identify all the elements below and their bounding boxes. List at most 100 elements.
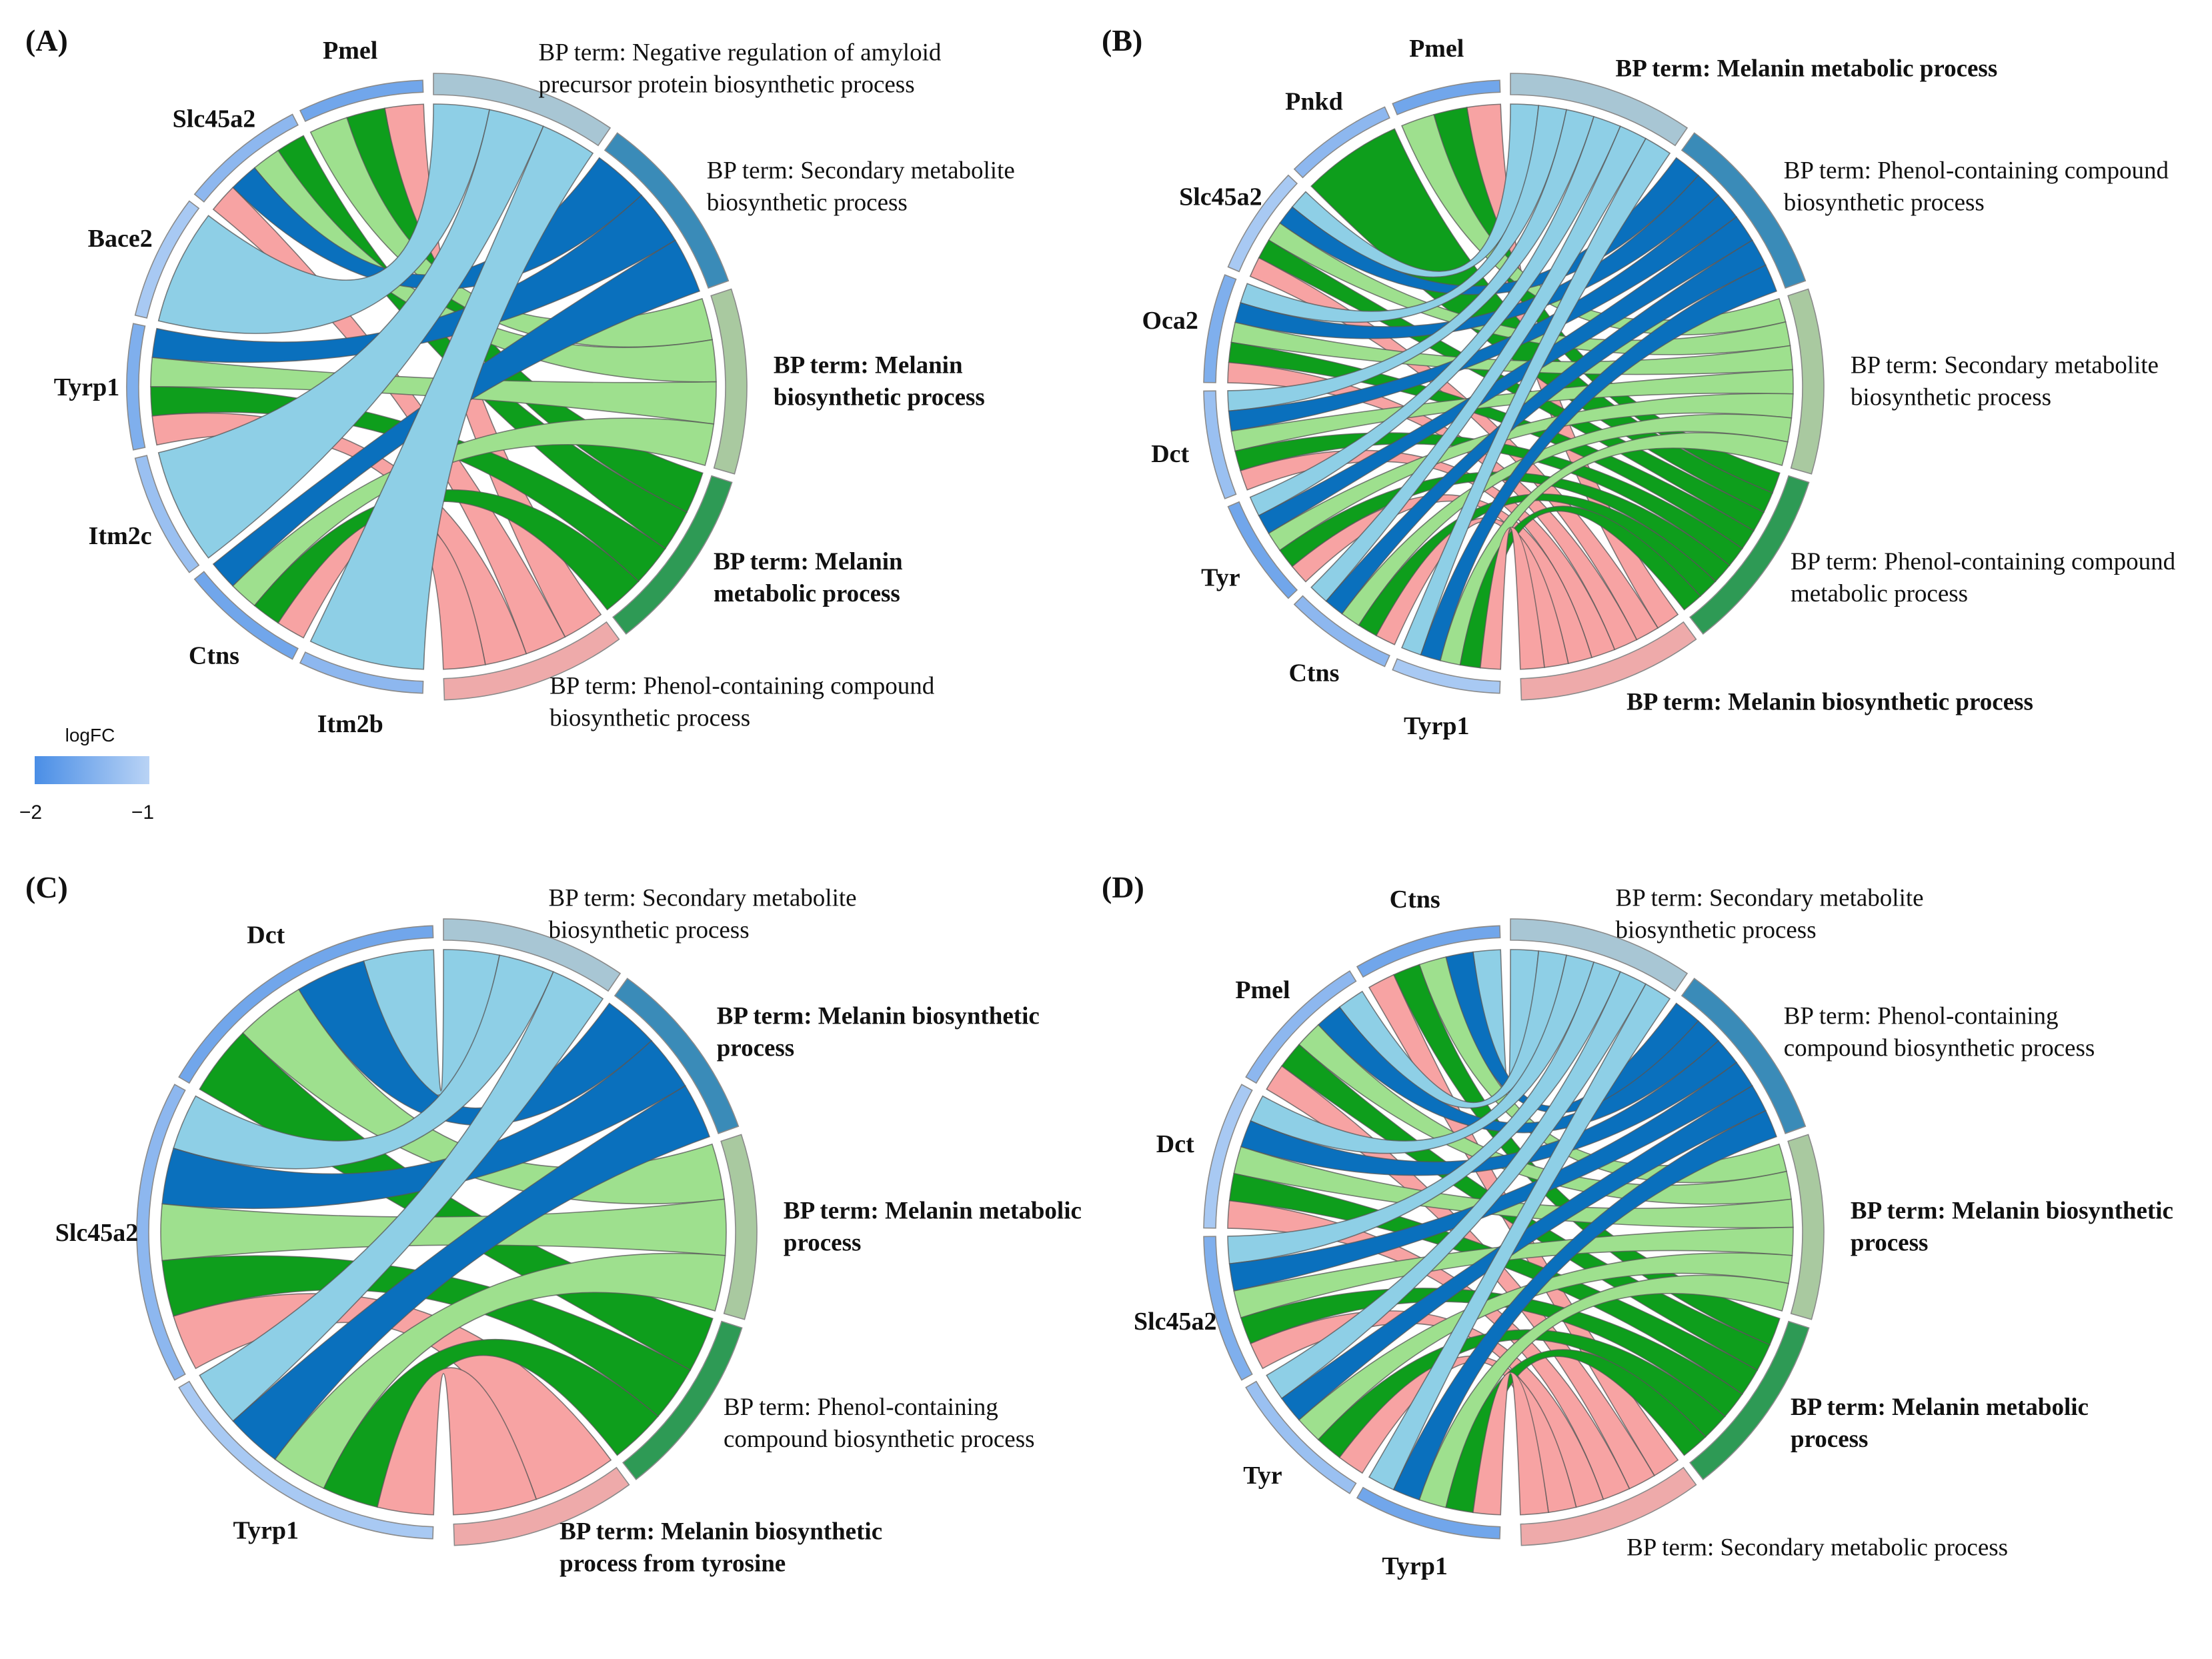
term-arc-3 [1787, 1134, 1825, 1320]
gene-arc-tyrp1 [1392, 658, 1501, 694]
gene-arc-ctns [193, 571, 299, 660]
gene-label-dct: Dct [247, 921, 285, 949]
gene-arc-dct [1203, 1084, 1253, 1229]
panel-d-chord-diagram: (D) Ctns Pmel Dct Slc45a2 Tyr Tyrp1 BP term: S… [1102, 870, 2173, 1580]
gene-arc-itm2c [134, 455, 200, 573]
chord-tyrp1-term-3 [1439, 432, 1789, 666]
chord-itm2b-term-1 [309, 125, 594, 670]
term-label-4: BP term: Phenol-containing compound biosy… [724, 1394, 1035, 1453]
chord-ctns-term-3 [1341, 413, 1793, 626]
chord-dct-term-1 [1250, 954, 1595, 1154]
chord-tyrp1-term-4 [323, 1338, 659, 1508]
gene-label-slc45a2: Slc45a2 [1179, 183, 1262, 211]
legend-min-label: −2 [19, 801, 42, 823]
gene-arc-itm2b [299, 651, 424, 694]
chord-slc45a2-term-2 [1228, 1062, 1753, 1292]
term-arc-1 [1510, 918, 1689, 992]
chord-tyr-term-5 [1291, 494, 1592, 664]
gene-label-pmel: Pmel [1235, 976, 1290, 1004]
chord-dct-term-3 [1233, 1146, 1794, 1228]
gene-label-dct: Dct [1151, 440, 1189, 468]
chord-tyrp1-term-2 [1392, 1110, 1778, 1501]
term-label-2: BP term: Phenol-containing compound biosy… [1784, 157, 2169, 217]
term-label-4: BP term: Melanin metabolic process [1791, 1394, 2089, 1453]
gene-arc-pnkd [1293, 106, 1390, 179]
gene-label-pmel: Pmel [323, 37, 377, 65]
gene-label-dct: Dct [1156, 1130, 1194, 1158]
chord-ribbons [150, 103, 717, 670]
term-label-1: BP term: Secondary metabolite biosyntheti… [549, 884, 857, 944]
term-label-5: BP term: Melanin biosynthetic process fro… [560, 1518, 882, 1577]
term-label-1: BP term: Negative regulation of amyloid p… [539, 39, 942, 98]
chord-tyr-term-1 [1249, 115, 1621, 517]
gene-label-slc45a2: Slc45a2 [55, 1219, 139, 1247]
chord-tyrp1-term-1 [1368, 983, 1671, 1491]
chord-tyrp1-term-5 [151, 412, 527, 665]
gene-label-slc45a2: Slc45a2 [1134, 1308, 1217, 1336]
chord-ctns-term-1 [1310, 125, 1647, 602]
chord-tyrp1-term-4 [1459, 505, 1701, 669]
gene-label-ctns: Ctns [1288, 659, 1339, 687]
gene-arc-slc45a2 [1203, 1236, 1253, 1381]
chord-tyrp1-term-5 [1472, 1372, 1549, 1516]
gene-label-tyr: Tyr [1243, 1462, 1282, 1490]
gene-label-tyrp1: Tyrp1 [1404, 712, 1470, 740]
chord-tyrp1-term-3 [1418, 1274, 1789, 1508]
chord-slc45a2-term-1 [1291, 103, 1540, 278]
gene-label-ctns: Ctns [1390, 886, 1440, 914]
legend-color-bar [35, 756, 149, 784]
term-arc-5 [1520, 1466, 1697, 1546]
gene-arc-tyrp1 [1356, 1486, 1501, 1540]
legend-title: logFC [65, 725, 115, 745]
chord-slc45a2-term-3 [1233, 1226, 1794, 1319]
term-arc-4 [1689, 475, 1810, 635]
chord-ribbons [1227, 949, 1794, 1516]
term-label-3: BP term: Melanin metabolic process [784, 1197, 1082, 1256]
chord-tyrp1-term-5 [376, 1367, 537, 1516]
term-arc-5 [1520, 621, 1697, 701]
gene-label-itm2b: Itm2b [317, 710, 383, 738]
chord-slc45a2-term-1 [1227, 961, 1621, 1265]
gene-label-slc45a2: Slc45a2 [173, 105, 256, 133]
chord-slc45a2-term-4 [1240, 1288, 1743, 1418]
term-label-4: BP term: Phenol-containing compound metab… [1791, 548, 2176, 607]
term-arc-3 [720, 1134, 758, 1320]
gene-arc-pmel [1245, 970, 1357, 1084]
chord-dct-term-1 [1227, 109, 1595, 412]
chord-tyr-term-3 [1268, 393, 1794, 551]
term-arc-3 [1787, 288, 1825, 475]
gene-arc-tyr [1245, 1380, 1357, 1494]
term-label-5: BP term: Phenol-containing compound biosy… [549, 672, 935, 731]
gene-label-oca2: Oca2 [1142, 307, 1198, 335]
gene-label-tyrp1: Tyrp1 [233, 1517, 299, 1545]
chord-tyrp1-term-1 [199, 971, 604, 1422]
gene-arc-slc45a2 [193, 113, 299, 203]
gene-arc-tyrp1 [178, 1380, 434, 1540]
chord-tyrp1-term-3 [274, 1252, 726, 1490]
term-arc-4 [622, 1320, 743, 1480]
gene-arc-oca2 [1203, 274, 1237, 383]
chord-slc45a2-term-2 [161, 1040, 686, 1210]
chord-tyr-term-2 [1280, 1085, 1767, 1421]
gene-arc-pmel [1392, 79, 1501, 115]
panel-b-chord-diagram: (B) Pmel Pnkd Slc45a2 Oca2 Dct Tyr Ctns Tyrp1 BP… [1102, 23, 2176, 740]
chord-tyrp1-term-4 [1445, 1349, 1707, 1514]
chord-oca2-term-1 [1240, 105, 1568, 323]
gene-label-tyrp1: Tyrp1 [1382, 1552, 1448, 1580]
chord-itm2c-term-1 [157, 109, 544, 559]
term-label-5: BP term: Secondary metabolic process [1626, 1534, 2008, 1561]
term-label-2: BP term: Melanin biosynthetic process [717, 1003, 1040, 1062]
gene-arc-tyrp1 [126, 323, 146, 451]
term-label-2: BP term: Secondary metabolite biosyntheti… [707, 157, 1015, 217]
term-arc-3 [710, 288, 748, 475]
gene-arc-pmel [299, 79, 424, 123]
chord-bace2-term-1 [157, 103, 491, 334]
gene-arc-ctns [1356, 925, 1501, 978]
gene-arc-bace2 [134, 200, 200, 319]
gene-arc-dct [1203, 390, 1237, 499]
logfc-legend: logFC −2 −1 [19, 725, 154, 823]
gene-label-pmel: Pmel [1409, 35, 1464, 63]
gene-arc-slc45a2 [1227, 174, 1298, 273]
gene-label-pnkd: Pnkd [1285, 87, 1343, 115]
